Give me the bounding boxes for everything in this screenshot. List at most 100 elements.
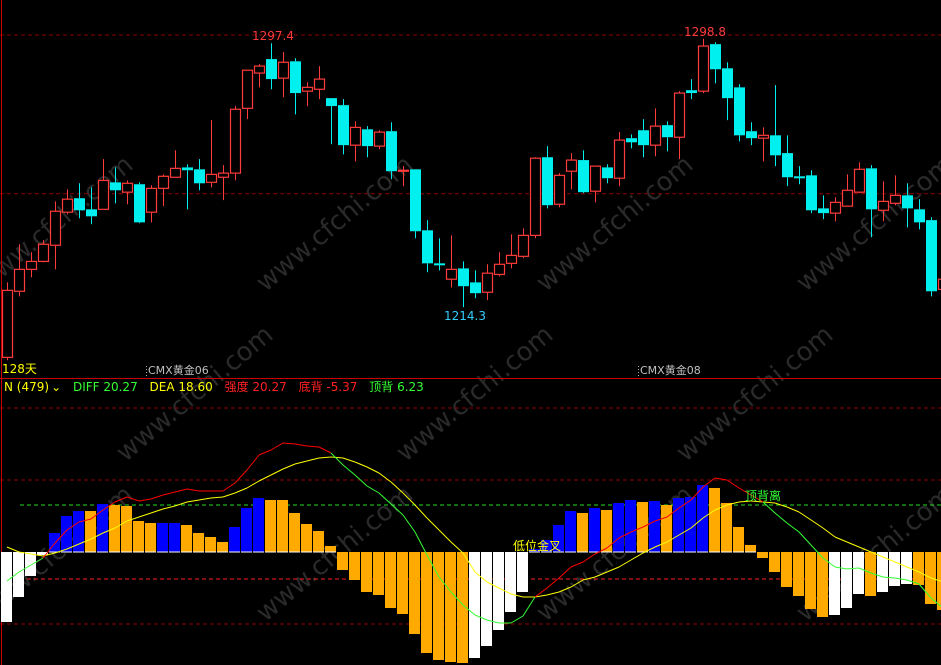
dea-line-segment [462, 552, 476, 573]
diff-line-segment [726, 479, 740, 489]
candle-down [410, 169, 421, 232]
candle-up [829, 201, 842, 214]
macd-histogram-bar [229, 527, 240, 552]
dea-line-segment [342, 457, 356, 463]
dea-line-segment [198, 497, 212, 501]
dea-line-segment [510, 593, 524, 598]
dea-line-segment [294, 460, 308, 465]
macd-histogram-bar [73, 511, 84, 552]
dea-line-segment [846, 541, 860, 548]
macd-histogram-bar [493, 552, 504, 630]
candle-down [422, 230, 433, 264]
top-divergence-annotation: 顶背离 [745, 489, 782, 503]
period-label: 128天 [2, 362, 37, 376]
dea-line-segment [882, 556, 896, 563]
macd-histogram-bar [409, 552, 420, 634]
candle-up [853, 168, 866, 193]
candle-up [937, 278, 941, 290]
candle-down [662, 125, 673, 138]
diff-line-segment [534, 587, 548, 598]
macd-histogram-bar [301, 524, 312, 552]
dea-line-segment [6, 546, 20, 553]
macd-histogram-bar [721, 503, 732, 552]
macd-histogram-bar [121, 506, 132, 552]
indicator-selector[interactable]: N (479) ⌄ [4, 380, 61, 394]
candle-up [877, 200, 890, 211]
dea-line-segment [18, 551, 32, 555]
dea-line-segment [834, 536, 848, 543]
diff-line-segment [138, 498, 152, 502]
candle-down [134, 184, 145, 223]
low-price-label: 1214.3 [444, 309, 486, 323]
diff-line-segment [738, 487, 752, 496]
dea-line-segment [186, 499, 200, 503]
dea-line-segment [114, 520, 128, 529]
candle-up [97, 179, 110, 210]
candle-up [505, 254, 518, 264]
candle-down [914, 209, 925, 223]
diff-line-segment [390, 503, 404, 516]
top-divergence-value: 顶背 6.23 [369, 380, 424, 394]
macd-histogram-bar [145, 523, 156, 552]
candle-up [145, 187, 158, 213]
chevron-down-icon[interactable]: ⌄ [51, 380, 62, 394]
dea-line-segment [714, 504, 728, 511]
macd-histogram-bar [37, 552, 48, 555]
dea-line-segment [918, 571, 932, 579]
dea-line-segment [66, 543, 80, 550]
dea-line-segment [558, 586, 572, 593]
candle-down [782, 153, 793, 178]
macd-histogram-bar [169, 523, 180, 552]
dea-line-segment [738, 500, 752, 503]
candle-down [794, 176, 805, 179]
dea-line-segment [306, 457, 320, 462]
macd-histogram-bar [49, 533, 60, 552]
dea-line-segment [282, 463, 296, 470]
diff-line-segment [786, 522, 800, 533]
macd-histogram-bar [61, 516, 72, 552]
macd-histogram-bar [1, 552, 12, 622]
dea-line-segment [414, 504, 428, 519]
candle-down [266, 59, 277, 80]
diff-line-segment [378, 492, 392, 505]
diff-line-segment [846, 567, 860, 570]
candle-down [458, 268, 469, 287]
diff-line-segment [366, 485, 380, 494]
diff-line-segment [66, 521, 80, 531]
candle-up [613, 139, 626, 179]
macd-histogram-bar [193, 533, 204, 552]
candle-up [697, 45, 710, 92]
macd-histogram-bar [709, 488, 720, 552]
diff-line-segment [246, 454, 260, 471]
candle-down [86, 209, 97, 217]
diff-line-segment [834, 566, 848, 570]
candle-up [313, 78, 326, 90]
diff-line-segment [6, 571, 20, 582]
dea-line-segment [678, 527, 692, 536]
candle-down [326, 98, 337, 107]
diff-line-segment [330, 452, 344, 466]
macd-histogram-bar [733, 527, 744, 552]
dea-line-segment [486, 581, 500, 589]
macd-histogram-bar [85, 511, 96, 552]
golden-cross-annotation: 低位金叉 [513, 539, 562, 553]
macd-histogram-bar [469, 552, 480, 658]
candle-down [434, 263, 445, 266]
macd-histogram-bar [445, 552, 456, 662]
macd-histogram-bar [181, 525, 192, 552]
candle-up [217, 172, 230, 178]
macd-histogram-bar [205, 537, 216, 552]
dea-line-segment [930, 577, 941, 582]
macd-histogram-bar [433, 552, 444, 660]
dea-line-segment [498, 587, 512, 595]
candle-down [362, 129, 373, 147]
macd-histogram-bar [25, 552, 36, 576]
macd-histogram-bar [265, 500, 276, 552]
diff-line-segment [90, 509, 104, 520]
candle-up [13, 268, 26, 292]
dea-line-segment [606, 566, 620, 573]
diff-line-segment [522, 596, 536, 617]
diff-line-segment [474, 614, 488, 621]
